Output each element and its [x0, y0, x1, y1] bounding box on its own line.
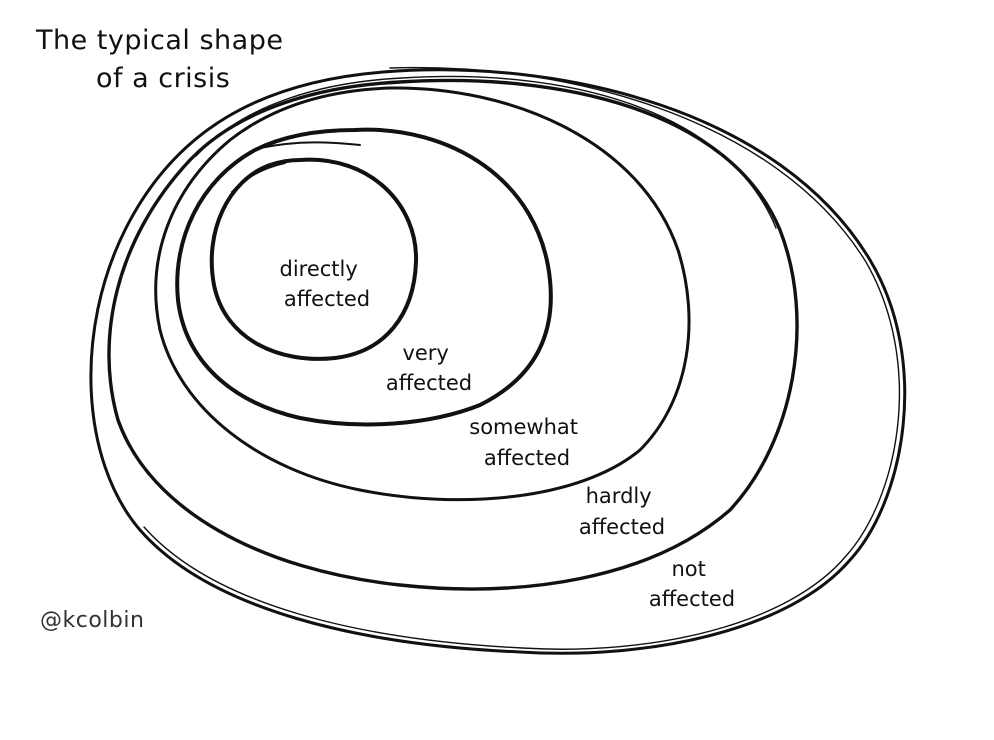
title-line-1: The typical shape [36, 25, 284, 56]
label-directly-affected: directly affected [280, 257, 371, 311]
ring-directly-affected-tail [231, 162, 286, 193]
label-hardly-line2: affected [579, 515, 665, 539]
label-not-affected: not affected [649, 557, 735, 611]
author-credit: @kcolbin [40, 608, 145, 633]
ring-hardly-affected [107, 78, 799, 591]
label-not-line2: affected [649, 587, 735, 611]
title-line-2: of a crisis [96, 63, 231, 94]
ring-somewhat-affected [154, 86, 691, 502]
diagram-title: The typical shape of a crisis [36, 22, 336, 98]
label-hardly-affected: hardly affected [579, 484, 665, 539]
label-very-affected: very affected [386, 341, 472, 395]
label-somewhat-line2: affected [484, 446, 570, 470]
label-very-line1: very [402, 341, 448, 365]
ring-directly-affected [209, 157, 419, 361]
ring-very-affected-tail [259, 141, 361, 149]
label-somewhat-affected: somewhat affected [469, 415, 584, 470]
label-somewhat-line1: somewhat [469, 415, 578, 439]
ring-not-affected-sketch [143, 66, 901, 650]
ring-not-affected [89, 68, 907, 655]
label-not-line1: not [671, 557, 705, 581]
label-directly-line2: affected [284, 287, 370, 311]
label-hardly-line1: hardly [586, 484, 652, 508]
label-directly-line1: directly [280, 257, 358, 281]
ring-hardly-affected-sketch [195, 75, 777, 229]
label-very-line2: affected [386, 371, 472, 395]
ring-very-affected [175, 127, 553, 427]
